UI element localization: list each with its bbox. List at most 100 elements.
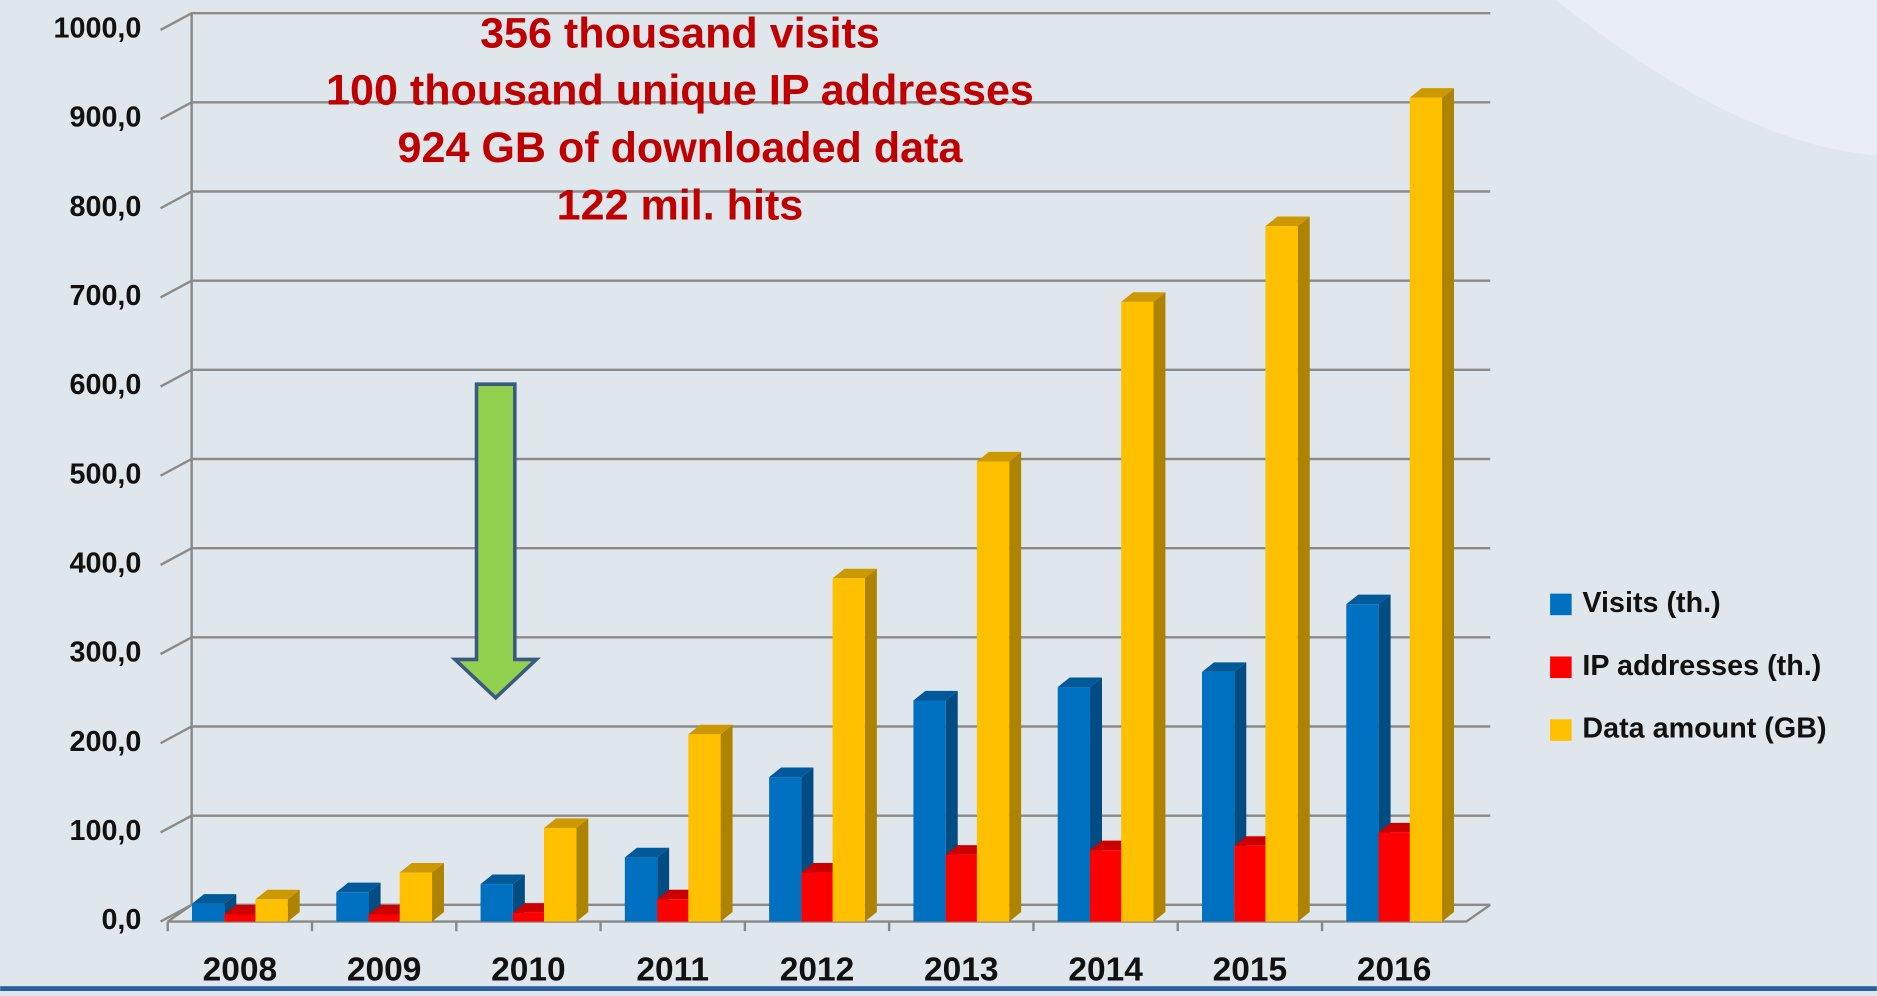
grid-line: [159, 11, 1491, 31]
bar-top: [976, 451, 1022, 462]
grid-line: [159, 101, 1491, 121]
annotation: 356 thousand visits: [480, 9, 880, 57]
bar-top: [399, 862, 444, 873]
bar-top: [1265, 216, 1310, 227]
y-tick-label: 500,0: [70, 458, 142, 490]
bar: [688, 724, 733, 922]
bar-front: [1057, 687, 1091, 922]
bar: [544, 818, 589, 922]
grid-line: [159, 546, 1491, 566]
y-tick-label: 0,0: [101, 904, 141, 936]
bar-front: [657, 899, 690, 922]
bar-side: [864, 568, 877, 922]
bar-front: [224, 914, 257, 922]
bar: [1409, 88, 1455, 922]
y-tick-label: 400,0: [70, 548, 142, 580]
bar-front: [913, 700, 946, 922]
bar-top: [191, 894, 237, 904]
bar-front: [191, 903, 225, 922]
y-tick-label: 600,0: [70, 369, 142, 401]
bar-top: [544, 818, 589, 828]
grid-line: [159, 190, 1491, 210]
bar: [399, 862, 444, 922]
bar-front: [1265, 226, 1298, 922]
legend-label: IP addresses (th.): [1582, 650, 1821, 682]
bar-top: [255, 889, 300, 900]
y-tick-label: 800,0: [70, 191, 142, 223]
bar: [480, 874, 525, 922]
grid-line: [159, 636, 1491, 656]
x-tick-label: 2014: [1068, 952, 1143, 989]
x-tick-label: 2013: [924, 952, 999, 989]
bar-side: [432, 862, 444, 922]
bar-top: [480, 874, 525, 885]
annotation: 924 GB of downloaded data: [398, 124, 964, 172]
annotation: 100 thousand unique IP addresses: [326, 67, 1034, 115]
bar-top: [832, 568, 877, 579]
grid-line: [159, 279, 1491, 299]
x-tick-label: 2016: [1357, 952, 1432, 989]
bar-top: [1121, 292, 1166, 302]
bar-top: [624, 847, 670, 858]
bar-front: [1409, 97, 1443, 922]
bar-top: [688, 724, 733, 735]
bar-side: [1009, 451, 1022, 922]
bar-side: [1442, 88, 1455, 922]
bar-top: [1346, 594, 1391, 605]
bar-side: [287, 889, 300, 922]
x-tick-label: 2010: [491, 952, 566, 989]
y-tick-label: 900,0: [70, 102, 142, 134]
bar-top: [1057, 677, 1103, 688]
bar-top: [1409, 88, 1455, 98]
y-tick-label: 200,0: [70, 726, 142, 758]
bar-front: [544, 827, 577, 922]
x-tick-label: 2015: [1213, 952, 1288, 989]
bar-top: [336, 882, 381, 893]
bar-front: [688, 734, 721, 922]
y-tick-label: 100,0: [70, 815, 142, 847]
x-tick-label: 2008: [203, 952, 278, 989]
grid-line: [159, 814, 1491, 834]
bar-front: [624, 857, 658, 922]
bar-side: [1153, 292, 1166, 922]
bar: [976, 451, 1022, 922]
bar-front: [336, 892, 369, 922]
bar-front: [480, 884, 513, 922]
grid-line: [159, 725, 1491, 745]
annotation: 122 mil. hits: [557, 182, 804, 230]
bar-front: [769, 777, 802, 922]
bar-side: [720, 724, 733, 922]
grid-line: [159, 457, 1491, 477]
bar-front: [512, 912, 546, 922]
x-tick-label: 2009: [347, 952, 422, 989]
bar-top: [769, 767, 814, 778]
bar: [1121, 292, 1166, 922]
legend-label: Visits (th.): [1582, 587, 1720, 619]
plot: 0,0 100,0 200,0 300,0 400,0 500,0 600,0 700,0 80…: [54, 11, 1827, 989]
bar-front: [945, 854, 979, 922]
y-tick-label: 1000,0: [54, 13, 142, 45]
bar-front: [1121, 301, 1154, 922]
y-tick-label: 700,0: [70, 280, 142, 312]
bar-top: [1202, 662, 1247, 672]
bar-front: [255, 899, 288, 922]
bar-front: [801, 872, 834, 922]
arrow: [450, 382, 541, 701]
x-tick-label: 2011: [636, 952, 709, 989]
legend-label: Data amount (GB): [1582, 713, 1826, 745]
legend-swatch: [1550, 719, 1572, 741]
bar: [832, 568, 877, 922]
bar: [255, 889, 300, 922]
y-tick-label: 300,0: [70, 637, 142, 669]
bar: [1265, 216, 1310, 922]
bar-top: [913, 690, 958, 701]
bottom-bar: [0, 986, 1877, 991]
bar-front: [399, 872, 433, 922]
decoration: [1556, 0, 1877, 156]
bar-front: [1202, 671, 1235, 922]
bar-front: [1090, 850, 1123, 922]
bar-front: [1378, 832, 1411, 922]
bar-front: [976, 461, 1010, 922]
